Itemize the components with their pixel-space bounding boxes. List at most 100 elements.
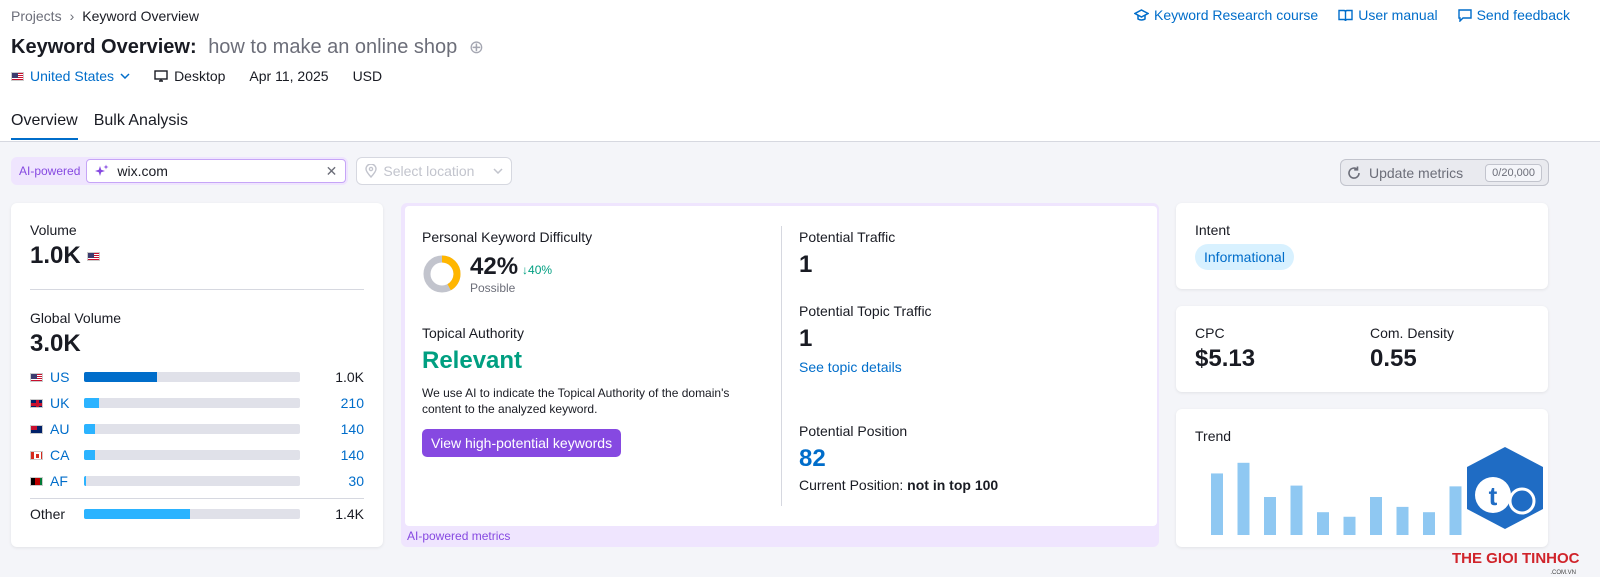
uk-flag-icon (30, 398, 43, 408)
volume-share-bar (84, 398, 300, 408)
country-volume: 1.0K (335, 369, 364, 385)
us-flag-icon (11, 71, 24, 81)
watermark-text: THE GIOI TINHOC (1452, 550, 1580, 567)
tab-overview[interactable]: Overview (11, 112, 78, 140)
user-manual-link[interactable]: User manual (1338, 7, 1438, 23)
location-placeholder: Select location (383, 163, 475, 179)
potential-position-label: Potential Position (799, 423, 908, 439)
intent-label: Intent (1195, 222, 1231, 238)
pkd-delta: ↓40% (522, 263, 553, 277)
current-position-label: Current Position: (799, 477, 904, 493)
pkd-label: Personal Keyword Difficulty (422, 229, 593, 245)
chevron-down-icon (493, 168, 503, 174)
country-row-uk[interactable]: UK 210 (30, 390, 364, 416)
trend-bar (1317, 512, 1329, 535)
intent-card: Intent Informational (1176, 203, 1548, 289)
top-header: Projects › Keyword Overview Keyword Rese… (0, 0, 1600, 142)
country-code: UK (50, 395, 70, 411)
title-keyword: how to make an online shop (208, 36, 458, 58)
global-volume-value: 3.0K (30, 330, 81, 357)
currency-selector[interactable]: USD (352, 68, 383, 84)
breadcrumb-projects[interactable]: Projects (11, 8, 62, 24)
com-density-value: 0.55 (1370, 345, 1417, 372)
trend-bar (1211, 473, 1223, 535)
country-row-us[interactable]: US 1.0K (30, 364, 364, 390)
volume-share-fill (84, 450, 95, 460)
update-metrics-label: Update metrics (1369, 164, 1464, 181)
desktop-icon (154, 70, 168, 82)
au-flag-icon (30, 424, 43, 434)
country-selector[interactable]: United States (11, 68, 130, 84)
country-volume: 140 (340, 447, 364, 463)
device-selector[interactable]: Desktop (154, 68, 225, 84)
pkd-value: 42% (470, 253, 519, 280)
potential-topic-traffic-label: Potential Topic Traffic (799, 303, 932, 319)
ca-flag-icon (30, 450, 43, 460)
cpc-card: CPC $5.13 Com. Density 0.55 (1176, 306, 1548, 392)
other-label: Other (30, 505, 66, 522)
ai-metrics-left: Personal Keyword Difficulty 42% ↓40% Poss… (422, 229, 762, 457)
other-volume: 1.4K (335, 505, 364, 522)
watermark-t-circle (1475, 477, 1511, 513)
potential-topic-traffic-value: 1 (799, 325, 813, 352)
country-row-au[interactable]: AU 140 (30, 416, 364, 442)
country-label: United States (30, 68, 115, 84)
filter-bar: AI-powered wix.com ✕ Select location (11, 157, 513, 185)
feedback-link-label: Send feedback (1476, 7, 1570, 23)
trend-bar (1396, 506, 1409, 535)
date-selector[interactable]: Apr 11, 2025 (249, 68, 329, 84)
difficulty-donut (423, 255, 461, 293)
chevron-right-icon: › (69, 8, 75, 24)
us-flag-icon (86, 251, 100, 261)
country-volume: 30 (348, 473, 364, 489)
database-meta: United States Desktop Apr 11, 2025 USD (11, 68, 382, 84)
course-link-label: Keyword Research course (1154, 7, 1319, 23)
location-select[interactable]: Select location (356, 157, 513, 185)
topical-authority-value: Relevant (422, 347, 523, 374)
tab-bulk-analysis[interactable]: Bulk Analysis (93, 112, 188, 129)
country-row-af[interactable]: AF 30 (30, 468, 364, 494)
volume-share-fill (84, 424, 95, 434)
location-pin-icon (365, 164, 378, 178)
send-feedback-link[interactable]: Send feedback (1457, 7, 1570, 23)
see-topic-details-link[interactable]: See topic details (799, 359, 902, 375)
watermark-domain: .COM.VN (1550, 570, 1576, 576)
view-high-potential-keywords-button[interactable]: View high-potential keywords (422, 429, 622, 457)
clear-icon[interactable]: ✕ (325, 162, 338, 179)
breadcrumb: Projects › Keyword Overview (11, 8, 199, 24)
sparkle-icon (95, 164, 109, 176)
volume-share-fill (84, 508, 190, 519)
ai-metrics-panel: Personal Keyword Difficulty 42% ↓40% Poss… (401, 203, 1159, 547)
keyword-research-course-link[interactable]: Keyword Research course (1134, 7, 1318, 23)
volume-card: Volume 1.0K Global Volume 3.0K US 1.0K U… (11, 203, 383, 547)
trend-bar (1370, 497, 1382, 535)
add-plus-icon[interactable]: ⊕ (468, 37, 484, 57)
update-metrics-button[interactable]: Update metrics 0/20,000 (1340, 159, 1549, 186)
manual-link-label: User manual (1358, 7, 1438, 23)
potential-traffic-label: Potential Traffic (799, 229, 896, 245)
message-icon (1457, 8, 1472, 22)
page-title: Keyword Overview: how to make an online … (11, 36, 484, 59)
domain-value: wix.com (117, 163, 168, 179)
refresh-icon (1348, 166, 1360, 179)
volume-share-fill (84, 372, 158, 382)
volume-share-fill (84, 398, 100, 408)
pkd-status: Possible (470, 281, 516, 295)
potential-position-value: 82 (799, 445, 826, 472)
trend-bar (1237, 462, 1250, 535)
ai-domain-filter: AI-powered wix.com ✕ (11, 157, 349, 185)
title-prefix: Keyword Overview: (11, 36, 197, 58)
af-flag-icon (30, 476, 43, 486)
trend-bar (1423, 512, 1435, 535)
help-links: Keyword Research course User manual Send… (1134, 7, 1570, 23)
potential-traffic-value: 1 (799, 251, 813, 278)
ai-metrics-content: Personal Keyword Difficulty 42% ↓40% Poss… (405, 206, 1157, 526)
domain-input[interactable]: wix.com ✕ (86, 159, 347, 183)
watermark-t-glyph: t (1489, 481, 1498, 511)
volume-share-bar (84, 372, 300, 382)
volume-share-fill (84, 476, 87, 486)
topical-authority-description: We use AI to indicate the Topical Author… (422, 386, 730, 416)
country-row-ca[interactable]: CA 140 (30, 442, 364, 468)
book-icon (1338, 9, 1353, 21)
watermark-globe (1508, 487, 1536, 515)
